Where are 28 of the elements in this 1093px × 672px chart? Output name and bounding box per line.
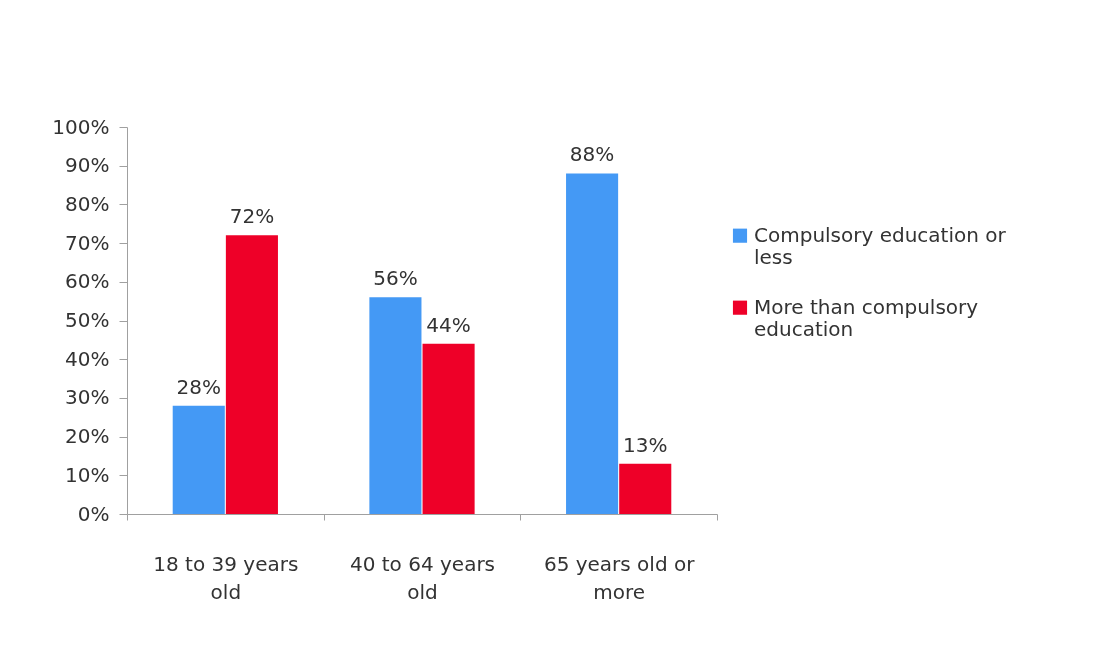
bar	[566, 173, 619, 514]
bar	[369, 297, 422, 514]
y-tick-label: 10%	[65, 462, 110, 487]
x-tick-label: 40 to 64 years old	[349, 551, 496, 604]
y-tick-label: 70%	[65, 230, 110, 255]
y-tick-label: 0%	[77, 501, 110, 526]
data-label: 72%	[229, 204, 275, 229]
data-label: 28%	[176, 374, 221, 399]
bar	[422, 343, 475, 514]
y-tick-label: 50%	[65, 308, 110, 332]
x-tick-label: 18 to 39 years old	[153, 551, 299, 604]
y-tick-label: 20%	[65, 424, 110, 449]
bar	[172, 405, 225, 514]
x-tick-label: 65 years old or more	[543, 551, 696, 604]
y-tick-label: 60%	[65, 269, 110, 294]
y-tick-label: 90%	[65, 153, 110, 178]
bar	[225, 235, 278, 514]
data-label: 44%	[426, 312, 471, 337]
data-label: 13%	[623, 432, 668, 457]
y-tick-label: 100%	[52, 114, 110, 139]
bar	[619, 463, 672, 514]
y-tick-label: 30%	[65, 385, 110, 410]
legend-label: More than compulsory education	[754, 294, 979, 341]
y-tick-label: 40%	[65, 346, 110, 371]
y-tick-label: 80%	[65, 191, 110, 216]
data-label: 56%	[373, 266, 418, 291]
legend-label: Compulsory education or less	[754, 222, 1007, 269]
data-label: 88%	[569, 142, 615, 167]
